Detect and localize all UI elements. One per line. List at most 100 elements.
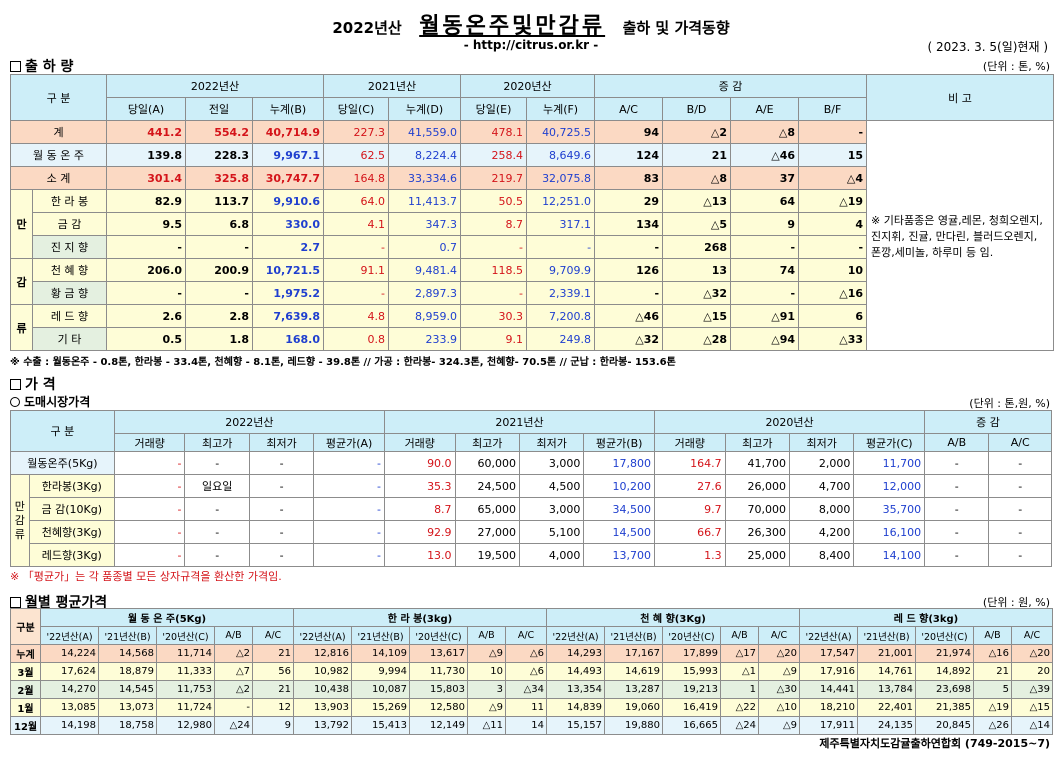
data-cell: - — [248, 497, 315, 521]
data-cell: 2,000 — [789, 451, 855, 475]
data-cell: △32 — [662, 281, 732, 305]
price-unit: (단위 : 톤,원, %) — [969, 397, 1050, 410]
data-cell: 3,000 — [518, 451, 585, 475]
data-cell: 13,617 — [409, 644, 469, 663]
data-cell: 200.9 — [185, 258, 253, 282]
column-header: '21년산(B) — [98, 626, 157, 645]
shipment-footnote: ※ 수출 : 월동온주 - 0.8톤, 한라봉 - 33.4톤, 천혜향 - 8… — [10, 357, 676, 368]
data-cell: 20 — [1011, 662, 1054, 681]
data-cell: 14,293 — [546, 644, 606, 663]
row-label: 2월 — [10, 680, 41, 699]
data-cell: - — [924, 543, 990, 567]
data-cell: 37 — [730, 166, 800, 190]
data-cell: 14,109 — [351, 644, 411, 663]
data-cell: △4 — [798, 166, 868, 190]
column-header: '22년산(A) — [40, 626, 99, 645]
table-row: 3월 17,624 18,879 11,333 △7 56 10,982 9,994 11,73… — [10, 662, 1054, 681]
data-cell: - — [248, 474, 315, 498]
data-cell: 11,333 — [156, 662, 215, 681]
data-cell: △24 — [720, 716, 760, 735]
column-header: 당일(E) — [460, 97, 528, 121]
column-header: 거래량 — [654, 433, 726, 452]
group-header: 레 드 향(3kg) — [799, 608, 1054, 627]
shipment-unit: (단위 : 톤, %) — [982, 60, 1050, 73]
data-cell: 1.8 — [185, 327, 253, 351]
data-cell: △26 — [973, 716, 1013, 735]
data-cell: 0.5 — [106, 327, 186, 351]
data-cell: 4.8 — [323, 304, 390, 328]
data-cell: - — [184, 497, 250, 521]
side-label: 감 — [10, 258, 33, 305]
data-cell: - — [924, 520, 990, 544]
data-cell: 2,339.1 — [526, 281, 596, 305]
data-cell: 18,879 — [98, 662, 157, 681]
title-main: 월동온주및만감류 — [419, 14, 606, 39]
data-cell: 16,419 — [662, 698, 722, 717]
row-label: 한라봉(3Kg) — [28, 474, 115, 498]
data-cell: 5 — [973, 680, 1013, 699]
as-of-date: ( 2023. 3. 5(일)현재 ) — [927, 40, 1048, 54]
column-header: A/C — [505, 626, 548, 645]
data-cell: - — [924, 474, 990, 498]
data-cell: 21,385 — [915, 698, 975, 717]
column-header: 거래량 — [113, 433, 186, 452]
data-cell: 12,149 — [409, 716, 469, 735]
data-cell: - — [313, 451, 385, 475]
data-cell: - — [988, 474, 1052, 498]
data-cell: 18,210 — [799, 698, 859, 717]
data-cell: 139.8 — [106, 143, 186, 167]
table-row: 월 동 온 주 139.8 228.3 9,967.1 62.5 8,224.4 258.4… — [10, 143, 1054, 167]
column-header: 최저가 — [789, 433, 855, 452]
price-table: 구 분 2022년산 2021년산 2020년산 증 감 거래량 최고가 최저가 평균가(A) 거… — [10, 410, 1052, 567]
data-cell: △9 — [467, 644, 507, 663]
site-url[interactable]: - http://citrus.or.kr - — [463, 38, 599, 52]
data-cell: 249.8 — [526, 327, 596, 351]
data-cell: 5,100 — [518, 520, 585, 544]
data-cell: 7,639.8 — [251, 304, 325, 328]
table-row: 12월 14,198 18,758 12,980 △24 9 13,792 15,413 12,… — [10, 716, 1054, 735]
data-cell: 23,698 — [915, 680, 975, 699]
header-row: 거래량 최고가 최저가 평균가(A) 거래량 최고가 최저가 평균가(B) 거래량 최고가 최저가 평… — [11, 433, 1052, 452]
circle-bullet-icon — [10, 397, 20, 407]
data-cell: 168.0 — [251, 327, 325, 351]
table-row: 황 금 향 - -1,975.2-2,897.3-2,339.1- △32- △16 — [10, 281, 1054, 305]
data-cell: 17,916 — [799, 662, 859, 681]
data-cell: △16 — [973, 644, 1013, 663]
data-cell: 15,413 — [351, 716, 411, 735]
data-cell: 14,568 — [98, 644, 157, 663]
data-cell: 164.7 — [654, 451, 726, 475]
data-cell: 14,500 — [583, 520, 656, 544]
data-cell: 13,784 — [857, 680, 917, 699]
data-cell: - — [924, 497, 990, 521]
data-cell: 12 — [251, 698, 295, 717]
header-cell: 2022년산 — [105, 74, 325, 98]
data-cell: 134 — [594, 212, 664, 236]
column-header: B/F — [798, 97, 868, 121]
group-header: 한 라 봉(3kg) — [293, 608, 548, 627]
data-cell: - — [106, 235, 186, 259]
data-cell: △2 — [214, 644, 253, 663]
column-header: 최저가 — [248, 433, 315, 452]
data-cell: 13.0 — [383, 543, 456, 567]
header-row: 당일(A) 전일 누계(B) 당일(C) 누계(D) 당일(E) 누계(F) A/C B/D A/… — [11, 97, 1054, 121]
column-header: 누계(F) — [526, 97, 596, 121]
data-cell: - — [460, 281, 528, 305]
data-cell: 14,892 — [915, 662, 975, 681]
column-header: '20년산(C) — [409, 626, 469, 645]
data-cell: 34,500 — [583, 497, 656, 521]
row-label: 12월 — [10, 716, 41, 735]
data-cell: 66.7 — [654, 520, 726, 544]
data-cell: - — [460, 235, 528, 259]
column-header: '20년산(C) — [915, 626, 975, 645]
data-cell: △30 — [758, 680, 801, 699]
data-cell: 27.6 — [654, 474, 726, 498]
data-cell: 60,000 — [454, 451, 520, 475]
data-cell: 2.7 — [251, 235, 325, 259]
data-cell: △15 — [662, 304, 732, 328]
data-cell: 56 — [251, 662, 295, 681]
data-cell: 17,624 — [40, 662, 99, 681]
page-title: 2022년산 월동온주및만감류 출하 및 가격동향 — [0, 8, 1062, 40]
table-row: 기 타 0.5 1.8 168.0 0.8 233.9 9.1 249.8 △32 △28 △94 △… — [10, 327, 1054, 351]
side-char: 류 — [14, 527, 25, 541]
